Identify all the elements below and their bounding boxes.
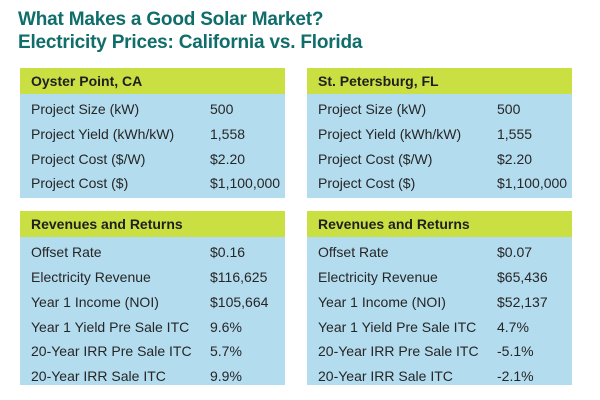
row-value: $0.16 xyxy=(210,244,246,261)
row-label: Project Yield (kWh/kW) xyxy=(31,125,175,142)
row-value: 9.6% xyxy=(210,318,242,335)
row-label: Year 1 Income (NOI) xyxy=(318,293,446,310)
table-row: Project Cost ($/W) $2.20 xyxy=(307,147,572,172)
table-row: 20-Year IRR Pre Sale ITC -5.1% xyxy=(307,339,572,364)
row-label: 20-Year IRR Pre Sale ITC xyxy=(318,343,479,360)
location-header: St. Petersburg, FL xyxy=(307,68,572,94)
revenues-section: Offset Rate $0.16 Electricity Revenue $1… xyxy=(20,237,285,389)
row-label: Year 1 Income (NOI) xyxy=(31,293,159,310)
location-header: Oyster Point, CA xyxy=(20,68,285,94)
row-value: 9.9% xyxy=(210,368,242,385)
row-label: 20-Year IRR Pre Sale ITC xyxy=(31,343,192,360)
project-section: Project Size (kW) 500 Project Yield (kWh… xyxy=(307,94,572,198)
table-row: Project Size (kW) 500 xyxy=(20,97,285,122)
title-line-2: Electricity Prices: California vs. Flori… xyxy=(18,32,363,53)
table-row: Project Yield (kWh/kW) 1,558 xyxy=(20,122,285,147)
table-row: 20-Year IRR Sale ITC -2.1% xyxy=(307,364,572,389)
table-row: Electricity Revenue $116,625 xyxy=(20,265,285,290)
panel-california: Oyster Point, CA Project Size (kW) 500 P… xyxy=(20,68,285,385)
row-label: Project Cost ($) xyxy=(318,175,416,192)
revenues-section: Offset Rate $0.07 Electricity Revenue $6… xyxy=(307,237,572,389)
panel-florida: St. Petersburg, FL Project Size (kW) 500… xyxy=(307,68,572,385)
row-label: Project Yield (kWh/kW) xyxy=(318,125,462,142)
row-value: $52,137 xyxy=(497,293,548,310)
page-title: What Makes a Good Solar Market? Electric… xyxy=(18,8,362,54)
section-divider xyxy=(307,198,572,212)
table-row: Project Cost ($) $1,100,000 xyxy=(307,171,572,196)
row-value: $0.07 xyxy=(497,244,533,261)
table-row: Project Cost ($/W) $2.20 xyxy=(20,147,285,172)
row-value: $105,664 xyxy=(210,293,269,310)
table-row: Year 1 Yield Pre Sale ITC 9.6% xyxy=(20,315,285,340)
row-value: $2.20 xyxy=(497,150,533,167)
row-value: $2.20 xyxy=(210,150,246,167)
row-value: $1,100,000 xyxy=(210,175,281,192)
table-row: Year 1 Yield Pre Sale ITC 4.7% xyxy=(307,315,572,340)
row-value: 500 xyxy=(497,101,521,117)
row-label: Project Size (kW) xyxy=(318,101,427,117)
row-value: -2.1% xyxy=(497,368,534,385)
revenues-header: Revenues and Returns xyxy=(20,211,285,238)
table-row: Electricity Revenue $65,436 xyxy=(307,265,572,290)
row-label: Project Cost ($/W) xyxy=(31,150,146,167)
row-value: $1,100,000 xyxy=(497,175,568,192)
row-value: 500 xyxy=(210,101,234,117)
table-row: 20-Year IRR Sale ITC 9.9% xyxy=(20,364,285,389)
table-row: Offset Rate $0.16 xyxy=(20,240,285,265)
row-value: $65,436 xyxy=(497,268,548,285)
table-row: 20-Year IRR Pre Sale ITC 5.7% xyxy=(20,339,285,364)
row-label: Year 1 Yield Pre Sale ITC xyxy=(31,318,190,335)
row-label: Electricity Revenue xyxy=(318,268,438,285)
table-row: Offset Rate $0.07 xyxy=(307,240,572,265)
row-value: 4.7% xyxy=(497,318,529,335)
row-value: -5.1% xyxy=(497,343,534,360)
row-label: Offset Rate xyxy=(318,244,389,261)
row-value: $116,625 xyxy=(210,268,268,285)
row-value: 1,555 xyxy=(497,125,533,142)
title-line-1: What Makes a Good Solar Market? xyxy=(18,9,324,30)
row-label: Offset Rate xyxy=(31,244,102,261)
row-label: Project Cost ($) xyxy=(31,175,129,192)
row-value: 5.7% xyxy=(210,343,242,360)
row-label: Electricity Revenue xyxy=(31,268,151,285)
row-label: Project Size (kW) xyxy=(31,101,140,117)
row-label: Project Cost ($/W) xyxy=(318,150,433,167)
table-row: Year 1 Income (NOI) $105,664 xyxy=(20,290,285,315)
row-label: Year 1 Yield Pre Sale ITC xyxy=(318,318,477,335)
table-row: Project Size (kW) 500 xyxy=(307,97,572,122)
table-row: Project Yield (kWh/kW) 1,555 xyxy=(307,122,572,147)
table-row: Year 1 Income (NOI) $52,137 xyxy=(307,290,572,315)
revenues-header: Revenues and Returns xyxy=(307,211,572,238)
row-label: 20-Year IRR Sale ITC xyxy=(318,368,453,385)
table-row: Project Cost ($) $1,100,000 xyxy=(20,171,285,196)
row-value: 1,558 xyxy=(210,125,246,142)
project-section: Project Size (kW) 500 Project Yield (kWh… xyxy=(20,94,285,198)
row-label: 20-Year IRR Sale ITC xyxy=(31,368,166,385)
section-divider xyxy=(20,198,285,212)
